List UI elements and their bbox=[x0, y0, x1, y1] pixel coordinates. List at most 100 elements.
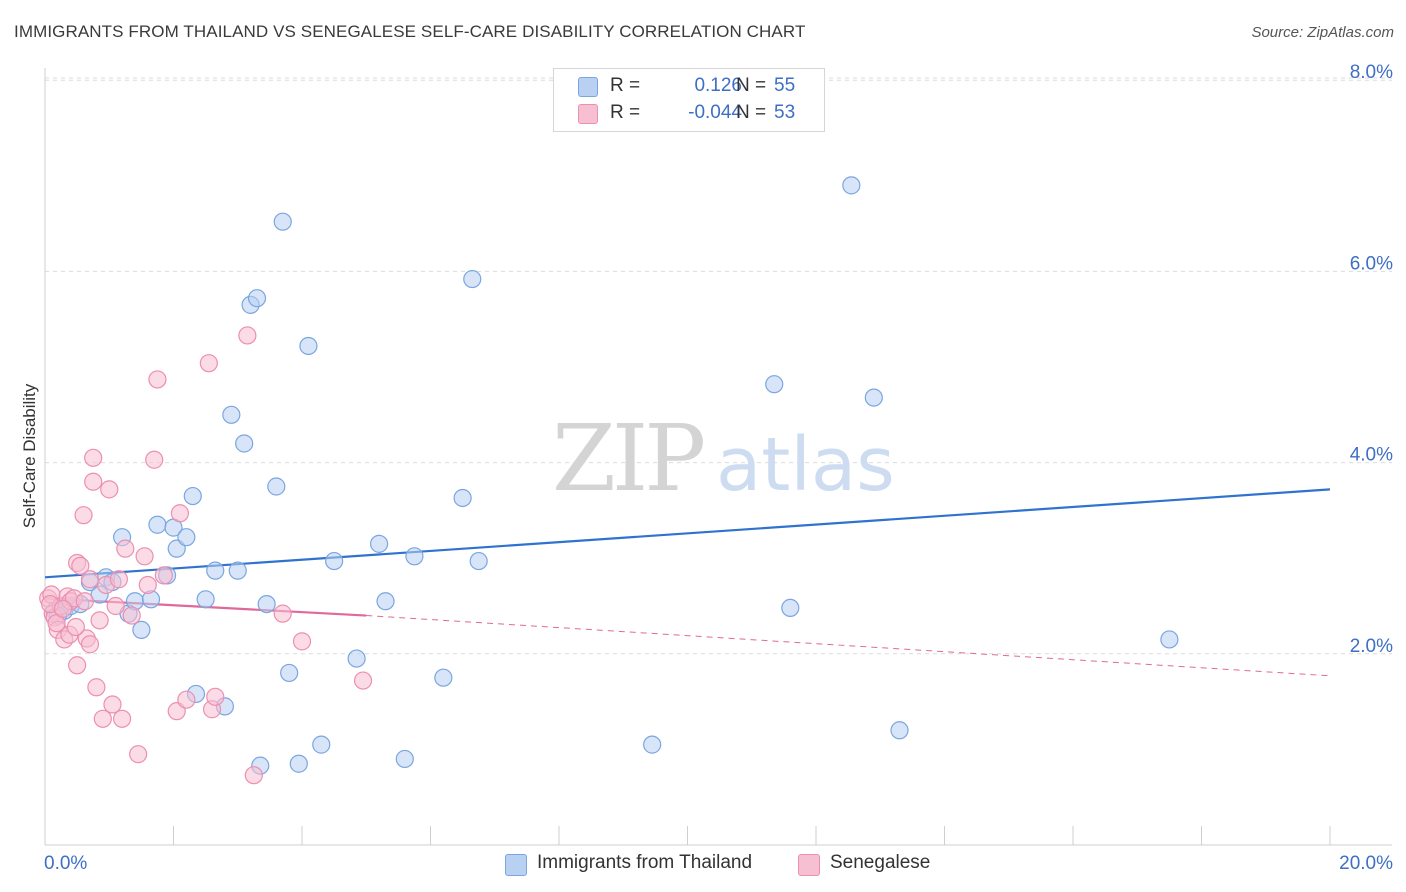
point-senegalese bbox=[135, 547, 154, 566]
point-thailand bbox=[132, 620, 151, 640]
point-senegalese bbox=[148, 370, 167, 389]
legend-r-value: 0.126 bbox=[694, 75, 742, 96]
point-thailand bbox=[395, 749, 414, 769]
correlation-legend: R = 0.126 N = 55 R = -0.044 N = 53 bbox=[553, 68, 825, 132]
point-senegalese bbox=[244, 766, 263, 785]
chart-title: IMMIGRANTS FROM THAILAND VS SENEGALESE S… bbox=[14, 22, 806, 41]
legend-label-senegalese: Senegalese bbox=[830, 852, 931, 873]
point-senegalese bbox=[109, 570, 128, 589]
point-thailand bbox=[370, 534, 389, 553]
point-senegalese bbox=[122, 606, 141, 625]
point-senegalese bbox=[93, 709, 112, 728]
point-thailand bbox=[347, 649, 366, 668]
point-senegalese bbox=[353, 671, 373, 690]
point-senegalese bbox=[154, 566, 173, 585]
point-senegalese bbox=[199, 354, 218, 373]
point-thailand bbox=[299, 336, 318, 356]
legend-n-label: N = bbox=[736, 75, 767, 96]
y-axis-label: Self-Care Disability bbox=[20, 383, 39, 528]
watermark-zip: ZIP bbox=[552, 405, 703, 512]
series-legend: Immigrants from Thailand Senegalese bbox=[0, 852, 1406, 878]
point-thailand bbox=[177, 528, 196, 547]
point-thailand bbox=[247, 289, 267, 308]
legend-n-value: 55 bbox=[774, 75, 796, 96]
point-senegalese bbox=[112, 709, 132, 728]
point-senegalese bbox=[71, 556, 90, 575]
point-senegalese bbox=[103, 695, 122, 714]
point-thailand bbox=[235, 434, 254, 453]
point-thailand bbox=[1160, 630, 1179, 649]
point-senegalese bbox=[170, 504, 190, 523]
point-senegalese bbox=[292, 632, 312, 651]
y-tick-label: 2.0% bbox=[1350, 636, 1393, 657]
legend-swatch-blue bbox=[578, 77, 598, 97]
legend-n-value: 53 bbox=[774, 102, 796, 123]
point-senegalese bbox=[66, 617, 85, 637]
trend-line-senegalese-extension bbox=[366, 615, 1331, 677]
legend-label-thailand: Immigrants from Thailand bbox=[537, 852, 753, 873]
trend-line-thailand bbox=[44, 488, 1331, 579]
point-senegalese bbox=[84, 472, 103, 491]
point-senegalese bbox=[177, 690, 196, 709]
point-thailand bbox=[267, 477, 286, 496]
point-thailand bbox=[765, 375, 784, 394]
grid-lines bbox=[45, 77, 1392, 655]
point-thailand bbox=[222, 405, 241, 424]
y-tick-label: 6.0% bbox=[1350, 253, 1393, 274]
point-senegalese bbox=[238, 326, 257, 345]
tick-labels: 2.0% 4.0% 6.0% 8.0% 0.0% 20.0% Self-Care Disab… bbox=[20, 62, 1393, 874]
point-thailand bbox=[405, 547, 424, 566]
legend-r-value: -0.044 bbox=[688, 102, 742, 123]
point-senegalese bbox=[80, 570, 100, 589]
point-senegalese bbox=[80, 635, 100, 654]
point-thailand bbox=[325, 551, 344, 571]
point-thailand bbox=[183, 486, 202, 506]
point-senegalese bbox=[116, 539, 135, 558]
point-thailand bbox=[196, 590, 215, 609]
point-senegalese bbox=[53, 599, 73, 618]
x-tick-label-max: 20.0% bbox=[1339, 853, 1393, 874]
point-senegalese bbox=[206, 687, 225, 706]
legend-r-label: R = bbox=[610, 75, 641, 96]
point-senegalese bbox=[106, 596, 125, 616]
point-senegalese bbox=[87, 678, 106, 697]
point-thailand bbox=[781, 598, 800, 618]
series-senegalese-points bbox=[39, 326, 373, 785]
point-thailand bbox=[643, 735, 662, 754]
point-senegalese bbox=[75, 592, 94, 611]
point-thailand bbox=[463, 269, 482, 289]
point-senegalese bbox=[90, 611, 109, 630]
legend-r-label: R = bbox=[610, 102, 641, 123]
point-thailand bbox=[453, 488, 472, 508]
legend-n-label: N = bbox=[736, 102, 767, 123]
point-thailand bbox=[257, 594, 276, 614]
legend-swatch-pink bbox=[578, 104, 598, 124]
x-tick-label-min: 0.0% bbox=[44, 853, 87, 874]
point-senegalese bbox=[138, 575, 157, 595]
point-thailand bbox=[469, 551, 488, 571]
point-thailand bbox=[206, 561, 225, 580]
point-thailand bbox=[312, 735, 331, 754]
watermark-atlas: atlas bbox=[716, 422, 895, 508]
point-thailand bbox=[289, 754, 308, 773]
legend-swatch-blue bbox=[505, 854, 527, 876]
axes bbox=[44, 68, 1392, 846]
legend-swatch-pink bbox=[798, 854, 820, 876]
point-thailand bbox=[228, 561, 247, 580]
point-thailand bbox=[376, 592, 395, 611]
point-senegalese bbox=[273, 604, 292, 623]
trend-lines bbox=[44, 488, 1331, 677]
point-thailand bbox=[842, 176, 861, 195]
y-tick-label: 4.0% bbox=[1350, 445, 1393, 466]
point-thailand bbox=[148, 515, 167, 534]
point-senegalese bbox=[145, 450, 164, 469]
point-thailand bbox=[864, 388, 883, 407]
point-thailand bbox=[273, 212, 292, 231]
watermark: ZIP atlas bbox=[552, 405, 895, 512]
point-thailand bbox=[890, 721, 909, 740]
point-thailand bbox=[434, 668, 453, 687]
point-thailand bbox=[280, 663, 299, 683]
point-senegalese bbox=[100, 480, 119, 499]
point-senegalese bbox=[74, 506, 93, 525]
